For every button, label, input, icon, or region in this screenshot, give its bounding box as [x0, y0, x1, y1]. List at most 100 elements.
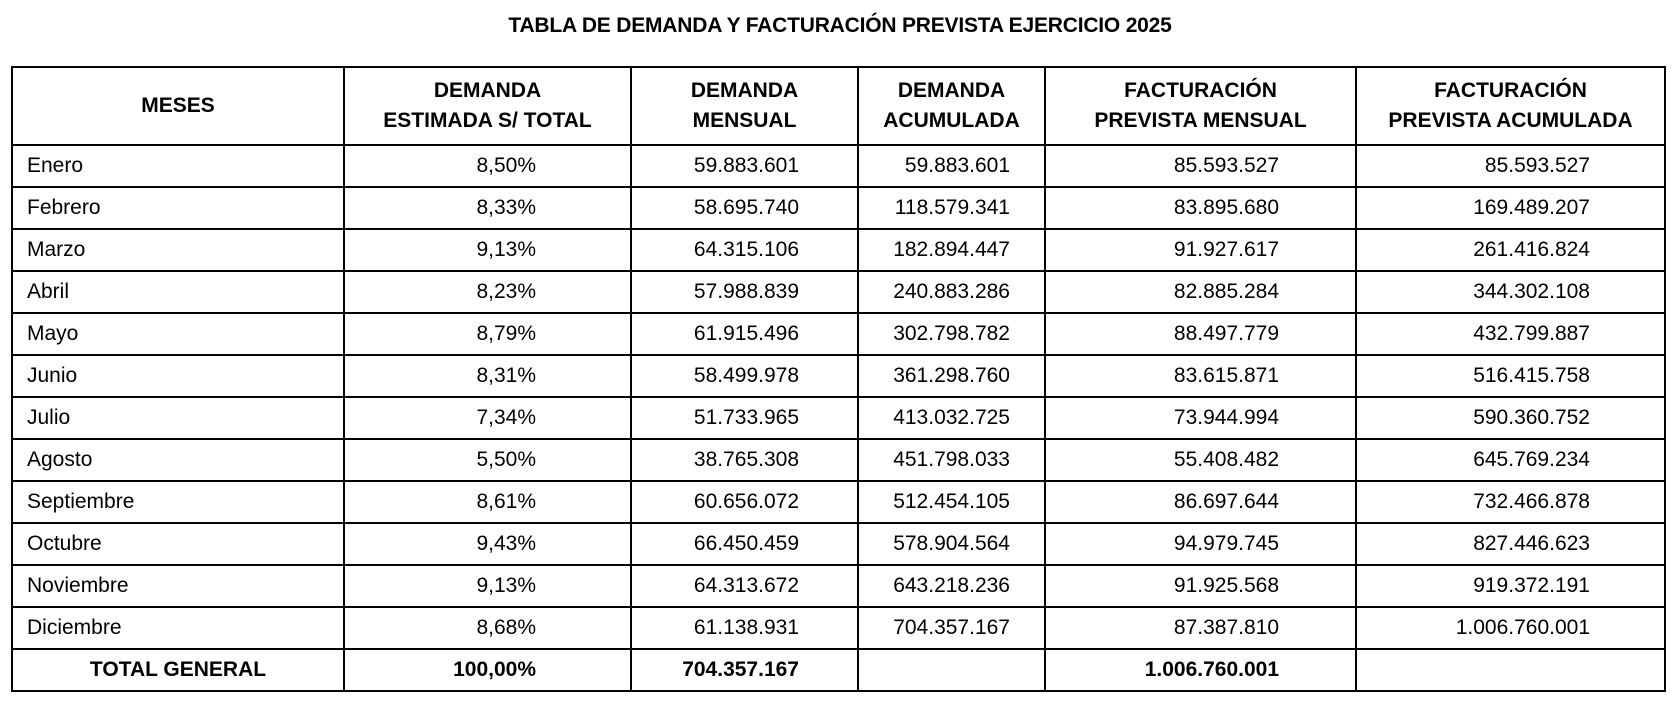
header-monthly-demand: DEMANDA MENSUAL — [630, 66, 859, 146]
cell-cumulative-demand: 59.883.601 — [857, 144, 1046, 188]
header-line: MENSUAL — [692, 109, 797, 132]
cell-demand-share: 5,50% — [343, 438, 632, 482]
cell-monthly-demand: 57.988.839 — [630, 270, 859, 314]
cell-monthly-demand: 58.499.978 — [630, 354, 859, 398]
cell-cumulative-demand: 512.454.105 — [857, 480, 1046, 524]
table-row: Julio 7,34% 51.733.965 413.032.725 73.944.99… — [11, 396, 1666, 440]
table-row: Agosto 5,50% 38.765.308 451.798.033 55.408.4… — [11, 438, 1666, 482]
cell-cumulative-billing: 169.489.207 — [1355, 186, 1666, 230]
cell-cumulative-demand: 240.883.286 — [857, 270, 1046, 314]
cell-demand-share: 8,23% — [343, 270, 632, 314]
cell-month: Julio — [11, 396, 345, 440]
cell-cumulative-billing: 732.466.878 — [1355, 480, 1666, 524]
table-row: Marzo 9,13% 64.315.106 182.894.447 91.927.61… — [11, 228, 1666, 272]
cell-cumulative-billing: 1.006.760.001 — [1355, 606, 1666, 650]
cell-month: Septiembre — [11, 480, 345, 524]
cell-demand-share: 8,33% — [343, 186, 632, 230]
cell-cumulative-demand: 361.298.760 — [857, 354, 1046, 398]
cell-monthly-demand: 60.656.072 — [630, 480, 859, 524]
cell-month: Octubre — [11, 522, 345, 566]
cell-monthly-billing: 83.615.871 — [1044, 354, 1357, 398]
cell-cumulative-demand: 118.579.341 — [857, 186, 1046, 230]
cell-monthly-demand: 64.313.672 — [630, 564, 859, 608]
cell-cumulative-billing: 590.360.752 — [1355, 396, 1666, 440]
total-row: TOTAL GENERAL 100,00% 704.357.167 1.006.760… — [11, 648, 1666, 692]
cell-cumulative-billing — [1355, 648, 1666, 692]
cell-demand-share: 8,79% — [343, 312, 632, 356]
cell-demand-share: 9,43% — [343, 522, 632, 566]
table-row: Diciembre 8,68% 61.138.931 704.357.167 87.38… — [11, 606, 1666, 650]
cell-cumulative-billing: 516.415.758 — [1355, 354, 1666, 398]
cell-cumulative-demand — [857, 648, 1046, 692]
cell-cumulative-billing: 261.416.824 — [1355, 228, 1666, 272]
header-monthly-billing: FACTURACIÓN PREVISTA MENSUAL — [1044, 66, 1357, 146]
header-demand-share: DEMANDA ESTIMADA S/ TOTAL — [343, 66, 632, 146]
cell-cumulative-billing: 919.372.191 — [1355, 564, 1666, 608]
cell-monthly-demand: 51.733.965 — [630, 396, 859, 440]
cell-monthly-billing: 1.006.760.001 — [1044, 648, 1357, 692]
cell-monthly-billing: 83.895.680 — [1044, 186, 1357, 230]
cell-monthly-billing: 85.593.527 — [1044, 144, 1357, 188]
cell-month: Agosto — [11, 438, 345, 482]
header-line: DEMANDA — [690, 79, 799, 102]
cell-monthly-billing: 87.387.810 — [1044, 606, 1357, 650]
header-cumulative-billing: FACTURACIÓN PREVISTA ACUMULADA — [1355, 66, 1666, 146]
table-row: Febrero 8,33% 58.695.740 118.579.341 83.895.… — [11, 186, 1666, 230]
demand-billing-table: MESES DEMANDA ESTIMADA S/ TOTAL DEMANDA MENS… — [11, 66, 1666, 692]
table-row: Mayo 8,79% 61.915.496 302.798.782 88.497.779… — [11, 312, 1666, 356]
cell-monthly-billing: 91.927.617 — [1044, 228, 1357, 272]
cell-month: Febrero — [11, 186, 345, 230]
cell-cumulative-demand: 643.218.236 — [857, 564, 1046, 608]
cell-demand-share: 8,61% — [343, 480, 632, 524]
header-line: PREVISTA ACUMULADA — [1388, 109, 1633, 132]
cell-month: Diciembre — [11, 606, 345, 650]
header-line: FACTURACIÓN — [1434, 79, 1587, 102]
cell-monthly-billing: 86.697.644 — [1044, 480, 1357, 524]
cell-monthly-demand: 61.138.931 — [630, 606, 859, 650]
header-line: FACTURACIÓN — [1124, 79, 1277, 102]
cell-month: Noviembre — [11, 564, 345, 608]
cell-monthly-billing: 82.885.284 — [1044, 270, 1357, 314]
table-row: Abril 8,23% 57.988.839 240.883.286 82.885.28… — [11, 270, 1666, 314]
table-row: Junio 8,31% 58.499.978 361.298.760 83.615.87… — [11, 354, 1666, 398]
cell-monthly-demand: 58.695.740 — [630, 186, 859, 230]
cell-month: Mayo — [11, 312, 345, 356]
cell-cumulative-billing: 344.302.108 — [1355, 270, 1666, 314]
cell-monthly-billing: 91.925.568 — [1044, 564, 1357, 608]
cell-monthly-billing: 73.944.994 — [1044, 396, 1357, 440]
cell-cumulative-billing: 827.446.623 — [1355, 522, 1666, 566]
table-row: Enero 8,50% 59.883.601 59.883.601 85.593.527… — [11, 144, 1666, 188]
header-cumulative-demand: DEMANDA ACUMULADA — [857, 66, 1046, 146]
page-title: TABLA DE DEMANDA Y FACTURACIÓN PREVISTA … — [508, 14, 1172, 37]
cell-monthly-demand: 704.357.167 — [630, 648, 859, 692]
cell-monthly-demand: 64.315.106 — [630, 228, 859, 272]
cell-monthly-billing: 94.979.745 — [1044, 522, 1357, 566]
cell-demand-share: 9,13% — [343, 228, 632, 272]
cell-demand-share: 8,50% — [343, 144, 632, 188]
table-row: Noviembre 9,13% 64.313.672 643.218.236 91.92… — [11, 564, 1666, 608]
cell-monthly-demand: 66.450.459 — [630, 522, 859, 566]
cell-cumulative-demand: 451.798.033 — [857, 438, 1046, 482]
cell-cumulative-demand: 302.798.782 — [857, 312, 1046, 356]
cell-monthly-billing: 88.497.779 — [1044, 312, 1357, 356]
header-line: DEMANDA — [433, 79, 542, 102]
cell-cumulative-billing: 645.769.234 — [1355, 438, 1666, 482]
cell-month: Abril — [11, 270, 345, 314]
header-month: MESES — [11, 66, 345, 146]
header-line: ESTIMADA S/ TOTAL — [383, 109, 592, 132]
header-line: DEMANDA — [897, 79, 1006, 102]
cell-month: TOTAL GENERAL — [11, 648, 345, 692]
cell-monthly-demand: 59.883.601 — [630, 144, 859, 188]
cell-cumulative-billing: 432.799.887 — [1355, 312, 1666, 356]
table-row: Septiembre 8,61% 60.656.072 512.454.105 86.6… — [11, 480, 1666, 524]
cell-demand-share: 9,13% — [343, 564, 632, 608]
cell-cumulative-demand: 182.894.447 — [857, 228, 1046, 272]
cell-cumulative-demand: 578.904.564 — [857, 522, 1046, 566]
cell-monthly-billing: 55.408.482 — [1044, 438, 1357, 482]
cell-monthly-demand: 38.765.308 — [630, 438, 859, 482]
cell-demand-share: 8,31% — [343, 354, 632, 398]
cell-cumulative-demand: 413.032.725 — [857, 396, 1046, 440]
header-row: MESES DEMANDA ESTIMADA S/ TOTAL DEMANDA MENS… — [11, 66, 1666, 146]
header-line: ACUMULADA — [883, 109, 1020, 132]
cell-cumulative-billing: 85.593.527 — [1355, 144, 1666, 188]
